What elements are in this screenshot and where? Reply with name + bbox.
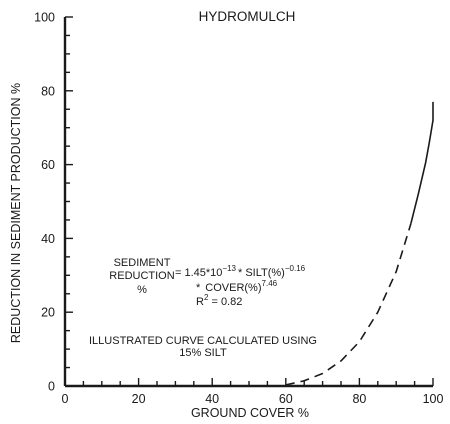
equation-cover-prefix: * [196, 282, 201, 294]
r-squared-superscript: 2 [204, 293, 209, 302]
x-tick-label: 40 [205, 392, 219, 406]
x-tick-label: 80 [352, 392, 366, 406]
equation-annotation: SEDIMENT REDUCTION % = 1.45*10−13 * SILT(… [109, 257, 305, 308]
solid-curve-segment [410, 101, 434, 224]
equation-exponent-2: −0.16 [285, 264, 306, 273]
equation-cover: COVER(%) [205, 282, 261, 294]
x-tick-label: 100 [423, 392, 444, 406]
note-line2: 15% SILT [179, 347, 227, 359]
sediment-label-line2: REDUCTION [109, 270, 174, 282]
x-tick-label: 60 [279, 392, 293, 406]
y-tick-label: 40 [41, 232, 55, 246]
equation-exponent-3: 7.46 [262, 279, 278, 288]
equation-line2: * COVER(%)7.46 [196, 279, 278, 294]
r-squared-r: R [196, 296, 204, 308]
y-tick-label: 80 [41, 84, 55, 98]
equation-silt: * SILT(%) [238, 267, 285, 279]
note-line1: ILLUSTRATED CURVE CALCULATED USING [89, 335, 317, 347]
dashed-curve-segment [285, 223, 412, 386]
equation-line1: = 1.45*10−13 * SILT(%)−0.16 [175, 264, 306, 279]
y-tick-label: 60 [41, 158, 55, 172]
x-tick-label: 0 [62, 392, 69, 406]
y-tick-label: 100 [34, 11, 55, 25]
x-axis-title: GROUND COVER % [191, 406, 309, 420]
y-tick-label: 20 [41, 306, 55, 320]
chart-title: HYDROMULCH [199, 9, 296, 24]
equation-main: = 1.45*10 [175, 267, 222, 279]
curve-series [285, 101, 434, 386]
tick-marks [65, 16, 434, 387]
equation-exponent-1: −13 [222, 264, 236, 273]
y-tick-label: 0 [48, 380, 55, 394]
sediment-label-line3: % [137, 284, 147, 296]
r-squared: R2 = 0.82 [196, 293, 242, 308]
y-axis-title: REDUCTION IN SEDIMENT PRODUCTION % [9, 83, 23, 343]
x-tick-label: 20 [132, 392, 146, 406]
r-squared-value: = 0.82 [208, 296, 242, 308]
sediment-label-line1: SEDIMENT [114, 257, 171, 269]
tick-labels: 0 20 40 60 80 100 0 20 40 60 80 100 [34, 11, 443, 407]
